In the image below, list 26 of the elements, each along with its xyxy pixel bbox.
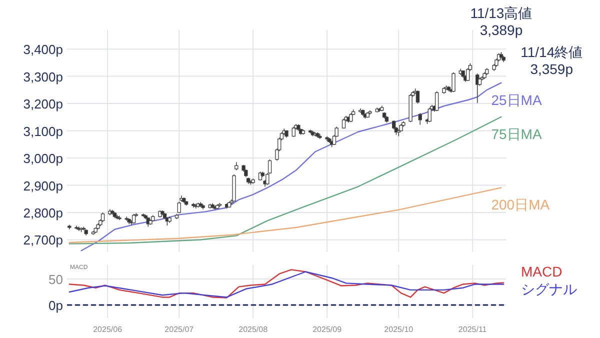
y-tick-label: 3,100p [23, 124, 63, 139]
candlestick [418, 112, 422, 126]
x-tick-label: 2025/07 [164, 325, 194, 334]
series-label: 200日MA [491, 196, 550, 213]
x-tick-label: 2025/06 [93, 325, 123, 334]
annotation: 11/13高値 3,389p [470, 5, 532, 38]
x-tick-label: 2025/11 [458, 325, 488, 334]
annotation: 11/14終値 3,359p [520, 44, 583, 78]
y-tick-label: 3,200p [23, 96, 63, 112]
y-tick-label: 3,300p [23, 69, 63, 84]
y-tick-label: 2,800p [23, 206, 63, 221]
x-tick-label: 2025/10 [384, 325, 414, 334]
y-tick-label: 0p [48, 298, 63, 314]
series-label: 25日MA [491, 92, 542, 108]
series-label: 75日MA [491, 126, 542, 142]
candlestick [100, 212, 105, 222]
x-tick-label: 2025/08 [238, 325, 268, 334]
series-label: MACD [521, 264, 562, 280]
y-tick-label: 2,700p [23, 232, 63, 248]
y-tick-label: 2,900p [23, 178, 63, 194]
y-tick-label: 3,400p [23, 42, 63, 58]
candlestick [428, 107, 432, 122]
series-label: シグナル [521, 281, 577, 298]
y-tick-label: 3,000p [23, 151, 63, 166]
y-tick-label: 50 [48, 272, 63, 288]
x-tick-label: 2025/09 [312, 325, 342, 334]
